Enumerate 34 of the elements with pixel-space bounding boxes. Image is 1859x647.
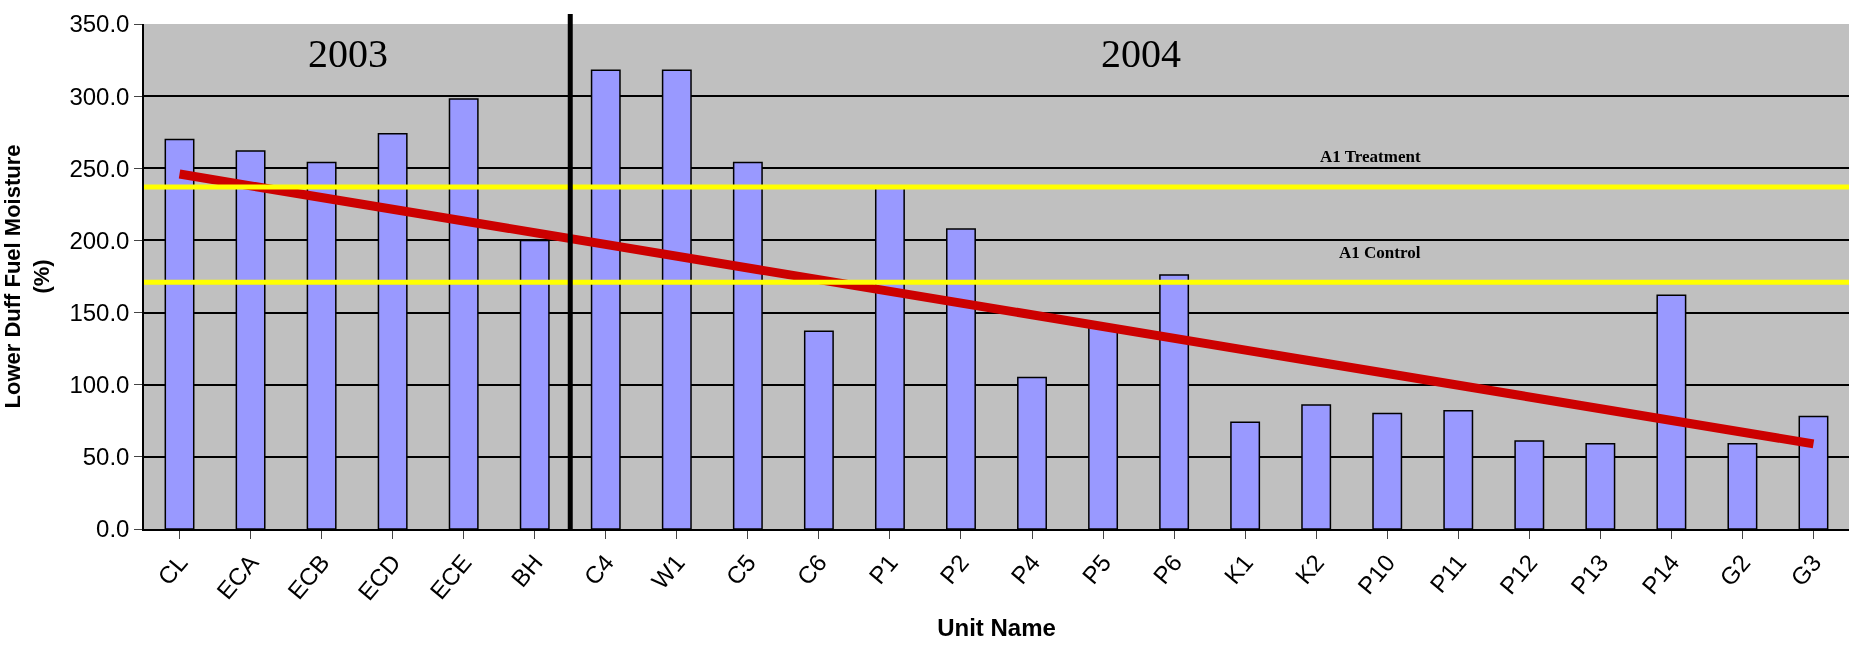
y-axis-title: Lower Duff Fuel Moisture (%) bbox=[0, 144, 54, 409]
ref-line-label: A1 Treatment bbox=[1320, 147, 1421, 166]
x-tick-label: P4 bbox=[1005, 549, 1046, 589]
x-axis-title: Unit Name bbox=[937, 614, 1056, 642]
x-tick-label: P1 bbox=[863, 549, 903, 589]
x-tick-label: C4 bbox=[578, 549, 619, 590]
y-tick-label: 200.0 bbox=[69, 226, 130, 254]
x-tick-label: W1 bbox=[646, 549, 690, 595]
x-tick-label: K2 bbox=[1289, 549, 1330, 589]
x-tick-label: P5 bbox=[1076, 549, 1117, 589]
x-tick-label: P13 bbox=[1565, 549, 1614, 600]
x-tick-label: BH bbox=[505, 549, 548, 593]
annotation: 2004 bbox=[1101, 31, 1181, 76]
x-tick-label: P12 bbox=[1494, 549, 1543, 600]
y-tick-label: 0.0 bbox=[96, 515, 130, 543]
annotation: 2003 bbox=[308, 31, 388, 76]
y-tick-label: 50.0 bbox=[82, 443, 130, 471]
y-tick-label: 350.0 bbox=[69, 10, 130, 38]
x-tick-label: C5 bbox=[720, 549, 761, 590]
x-tick-label: P11 bbox=[1424, 549, 1472, 598]
ref-line-label: A1 Control bbox=[1339, 243, 1421, 262]
x-tick-label: P2 bbox=[934, 549, 974, 589]
y-tick-label: 300.0 bbox=[69, 82, 130, 110]
y-tick-label: 250.0 bbox=[69, 154, 130, 182]
x-tick-label: K1 bbox=[1218, 549, 1259, 589]
x-tick-label: P14 bbox=[1636, 549, 1685, 600]
x-tick-label: G2 bbox=[1714, 549, 1756, 591]
y-tick-label: 100.0 bbox=[69, 371, 130, 399]
x-tick-label: G3 bbox=[1785, 549, 1827, 591]
x-tick-label: P6 bbox=[1147, 549, 1188, 589]
x-tick-label: C6 bbox=[791, 549, 832, 590]
x-tick-label: P10 bbox=[1352, 549, 1401, 600]
y-tick-label: 150.0 bbox=[69, 298, 130, 326]
x-tick-label: CL bbox=[152, 549, 193, 590]
